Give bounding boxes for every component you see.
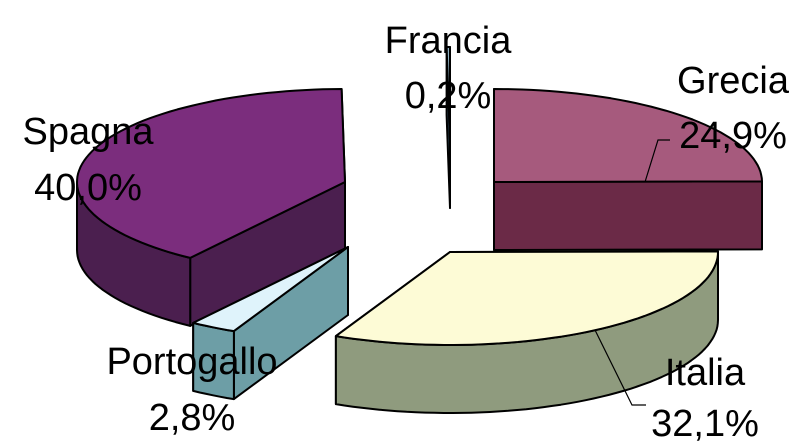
slice-percent-grecia: 24,9%	[679, 115, 787, 157]
slice-label-italia: Italia	[665, 352, 746, 394]
slice-top-portogallo	[192, 246, 349, 333]
slice-top-francia	[445, 46, 451, 141]
slice-percent-francia: 0,2%	[405, 75, 492, 117]
leader-lines	[594, 139, 670, 406]
slice-labels: Francia 0,2% Grecia 24,9% Spagna 40,0% P…	[22, 20, 789, 442]
slice-cut-grecia-1	[493, 180, 763, 251]
slice-label-grecia: Grecia	[677, 60, 790, 102]
slice-percent-spagna: 40,0%	[34, 167, 142, 209]
slice-label-portogallo: Portogallo	[106, 341, 277, 383]
slice-top-grecia	[493, 88, 763, 183]
slice-top-italia	[334, 250, 719, 346]
pie-slices	[76, 46, 763, 414]
slice-percent-portogallo: 2,8%	[149, 397, 236, 439]
slice-top-spagna	[76, 88, 346, 259]
leader-line-grecia	[644, 139, 670, 183]
slice-label-spagna: Spagna	[22, 111, 154, 153]
slice-label-francia: Francia	[385, 20, 513, 62]
slice-percent-italia: 32,1%	[651, 403, 759, 442]
leader-line-italia	[594, 329, 646, 406]
